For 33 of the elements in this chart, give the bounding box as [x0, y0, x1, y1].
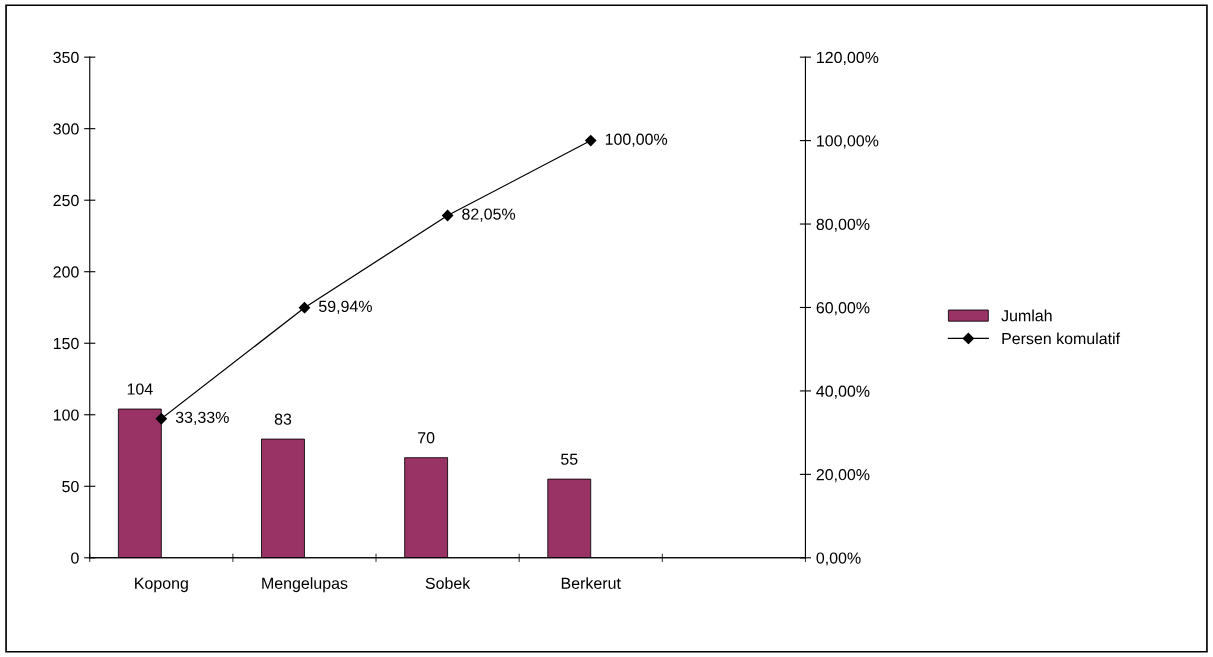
legend-label: Jumlah — [1001, 309, 1052, 322]
y2-tick-label: 0,00% — [816, 552, 861, 566]
y-tick-label: 100 — [53, 409, 79, 421]
data-label: 82,05% — [462, 208, 516, 222]
y2-tick-label: 80,00% — [816, 218, 870, 232]
x-tick-label: Berkerut — [561, 577, 621, 589]
y-tick-label: 350 — [53, 51, 79, 64]
y2-tick-label: 20,00% — [816, 468, 870, 483]
y2-tick-label: 120,00% — [817, 51, 879, 65]
y2-tick-label: 60,00% — [816, 302, 870, 316]
x-tick-label: Sobek — [425, 577, 471, 589]
point — [441, 209, 454, 222]
x-tick-label: Kopong — [135, 577, 188, 593]
point — [298, 302, 311, 314]
y-tick-label: 0 — [71, 552, 79, 564]
data-label: 55 — [561, 453, 578, 465]
data-label: 33,33% — [175, 411, 229, 425]
data-label: 104 — [127, 383, 153, 395]
y-tick-label: 300 — [53, 123, 79, 135]
y-tick-label: 150 — [53, 337, 79, 350]
legend-label: Persen komulatif — [1002, 332, 1121, 345]
y-tick-label: 200 — [53, 266, 79, 278]
data-label: 100,00% — [605, 133, 668, 147]
data-label: 83 — [274, 413, 292, 425]
y2-tick-label: 40,00% — [816, 385, 870, 399]
y-tick-label: 50 — [62, 480, 79, 493]
y2-tick-label: 100,00% — [817, 135, 879, 149]
point — [585, 134, 597, 147]
data-label: 70 — [418, 432, 435, 444]
y-tick-label: 250 — [53, 194, 79, 207]
data-label: 59,94% — [318, 300, 372, 314]
x-tick-label: Mengelupas — [262, 577, 348, 593]
point — [155, 413, 167, 425]
